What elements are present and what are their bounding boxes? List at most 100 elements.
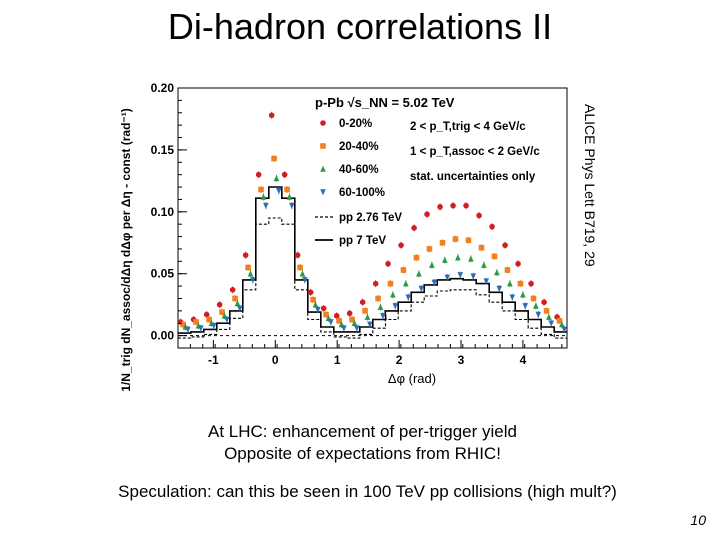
- data-point-0-20pct: [541, 299, 547, 305]
- slide-title: Di-hadron correlations II: [167, 6, 553, 47]
- data-point-40-60pct: [403, 280, 409, 287]
- legend-marker: [320, 189, 326, 196]
- data-point-40-60pct: [507, 280, 513, 287]
- data-point-40-60pct: [559, 321, 565, 328]
- data-point-60-100pct: [535, 311, 542, 318]
- data-point-20-40pct: [245, 264, 251, 271]
- data-point-60-100pct: [276, 187, 282, 195]
- data-point-0-20pct: [489, 223, 495, 230]
- data-point-60-100pct: [354, 325, 360, 332]
- data-point-20-40pct: [284, 186, 290, 193]
- legend-marker: [320, 165, 326, 172]
- data-point-40-60pct: [390, 291, 396, 298]
- correlation-plot: -1 0 1 2 3 4 0.00 0.05 0.10 0.15 0.20 p-Pb √s_NN =…: [119, 81, 568, 392]
- data-point-40-60pct: [442, 256, 448, 263]
- data-point-20-40pct: [310, 296, 316, 303]
- data-point-20-40pct: [206, 316, 212, 323]
- data-point-20-40pct: [556, 317, 563, 324]
- data-point-0-20pct: [411, 225, 417, 231]
- data-point-20-40pct: [491, 253, 498, 260]
- data-point-20-40pct: [219, 309, 225, 315]
- data-point-0-20pct: [216, 301, 223, 308]
- x-axis-label: Δφ (rad): [388, 371, 436, 386]
- data-point-60-100pct: [509, 294, 516, 301]
- data-point-20-40pct: [504, 267, 511, 273]
- data-point-60-100pct: [548, 320, 555, 327]
- pp-7tev-histogram: [177, 186, 568, 334]
- data-point-60-100pct: [405, 294, 412, 301]
- data-point-60-100pct: [341, 325, 347, 332]
- data-point-60-100pct: [457, 272, 464, 279]
- y-tick-label: 0.10: [151, 205, 175, 219]
- data-point-20-40pct: [387, 280, 394, 287]
- reference-citation: ALICE Phys Lett B719, 29: [582, 104, 598, 267]
- data-point-60-100pct: [328, 319, 334, 326]
- data-point-20-40pct: [530, 295, 537, 302]
- data-point-0-20pct: [229, 287, 236, 293]
- data-point-40-60pct: [468, 255, 474, 262]
- legend-system: p-Pb √s_NN = 5.02 TeV: [315, 95, 455, 110]
- data-point-20-40pct: [323, 311, 329, 318]
- data-point-20-40pct: [400, 267, 407, 273]
- data-point-0-20pct: [268, 112, 275, 119]
- data-point-60-100pct: [250, 277, 256, 284]
- data-point-40-60pct: [416, 270, 422, 277]
- data-point-0-20pct: [333, 313, 340, 319]
- data-point-40-60pct: [260, 193, 267, 200]
- axes: -1 0 1 2 3 4 0.00 0.05 0.10 0.15 0.20: [151, 81, 563, 367]
- data-point-20-40pct: [543, 308, 550, 314]
- legend-entry: 60-100%: [339, 187, 385, 199]
- data-point-20-40pct: [180, 321, 186, 328]
- data-point-20-40pct: [271, 155, 277, 162]
- data-point-40-60pct: [312, 301, 319, 308]
- legend: p-Pb √s_NN = 5.02 TeV 0-20% 20-40% 40-60% 60…: [315, 95, 540, 247]
- data-point-40-60pct: [234, 300, 241, 307]
- data-point-0-20pct: [515, 261, 521, 267]
- data-point-20-40pct: [413, 254, 420, 261]
- data-point-60-100pct: [561, 326, 568, 333]
- comment-rhic: Opposite of expectations from RHIC!: [224, 444, 501, 463]
- data-point-20-40pct: [349, 316, 355, 323]
- data-point-20-40pct: [465, 237, 472, 244]
- x-tick-label: 4: [520, 353, 527, 367]
- data-point-60-100pct: [392, 303, 399, 310]
- data-point-0-20pct: [424, 211, 430, 218]
- data-point-40-60pct: [377, 303, 384, 310]
- data-point-60-100pct: [289, 202, 295, 210]
- data-point-0-20pct: [281, 171, 288, 178]
- data-point-20-40pct: [375, 295, 381, 302]
- data-point-20-40pct: [258, 186, 264, 193]
- data-point-0-20pct: [242, 252, 249, 258]
- legend-entry: pp 7 TeV: [339, 235, 386, 247]
- y-axis-label: 1/N_trig dN_assoc/dΔη dΔφ per Δη - const…: [119, 108, 133, 392]
- page-number: 10: [690, 512, 706, 528]
- data-point-40-60pct: [429, 261, 435, 268]
- data-point-40-60pct: [247, 270, 254, 277]
- data-point-40-60pct: [533, 302, 539, 309]
- data-point-60-100pct: [185, 326, 191, 333]
- x-tick-label: 2: [396, 353, 403, 367]
- legend-entry: 0-20%: [339, 118, 372, 130]
- data-point-20-40pct: [426, 246, 433, 252]
- legend-note: stat. uncertainties only: [410, 171, 536, 183]
- data-point-40-60pct: [455, 254, 461, 261]
- data-point-60-100pct: [211, 322, 217, 330]
- data-point-60-100pct: [198, 325, 204, 332]
- x-tick-label: -1: [208, 353, 219, 367]
- data-point-60-100pct: [224, 316, 230, 323]
- data-point-0-20pct: [294, 252, 301, 258]
- data-point-60-100pct: [483, 278, 490, 285]
- legend-entry: pp 2.76 TeV: [339, 212, 402, 224]
- data-point-0-20pct: [528, 280, 534, 287]
- comment-enhancement: At LHC: enhancement of per-trigger yield: [208, 422, 517, 441]
- data-point-40-60pct: [364, 313, 371, 320]
- data-point-0-20pct: [346, 310, 353, 317]
- legend-entry: 40-60%: [339, 164, 379, 176]
- data-point-0-20pct: [398, 242, 404, 249]
- y-tick-label: 0.15: [151, 143, 175, 157]
- data-point-0-20pct: [255, 171, 262, 178]
- legend-entry: 20-40%: [339, 141, 379, 153]
- data-point-0-20pct: [437, 204, 443, 210]
- data-point-0-20pct: [359, 299, 366, 305]
- data-point-60-100pct: [302, 277, 308, 284]
